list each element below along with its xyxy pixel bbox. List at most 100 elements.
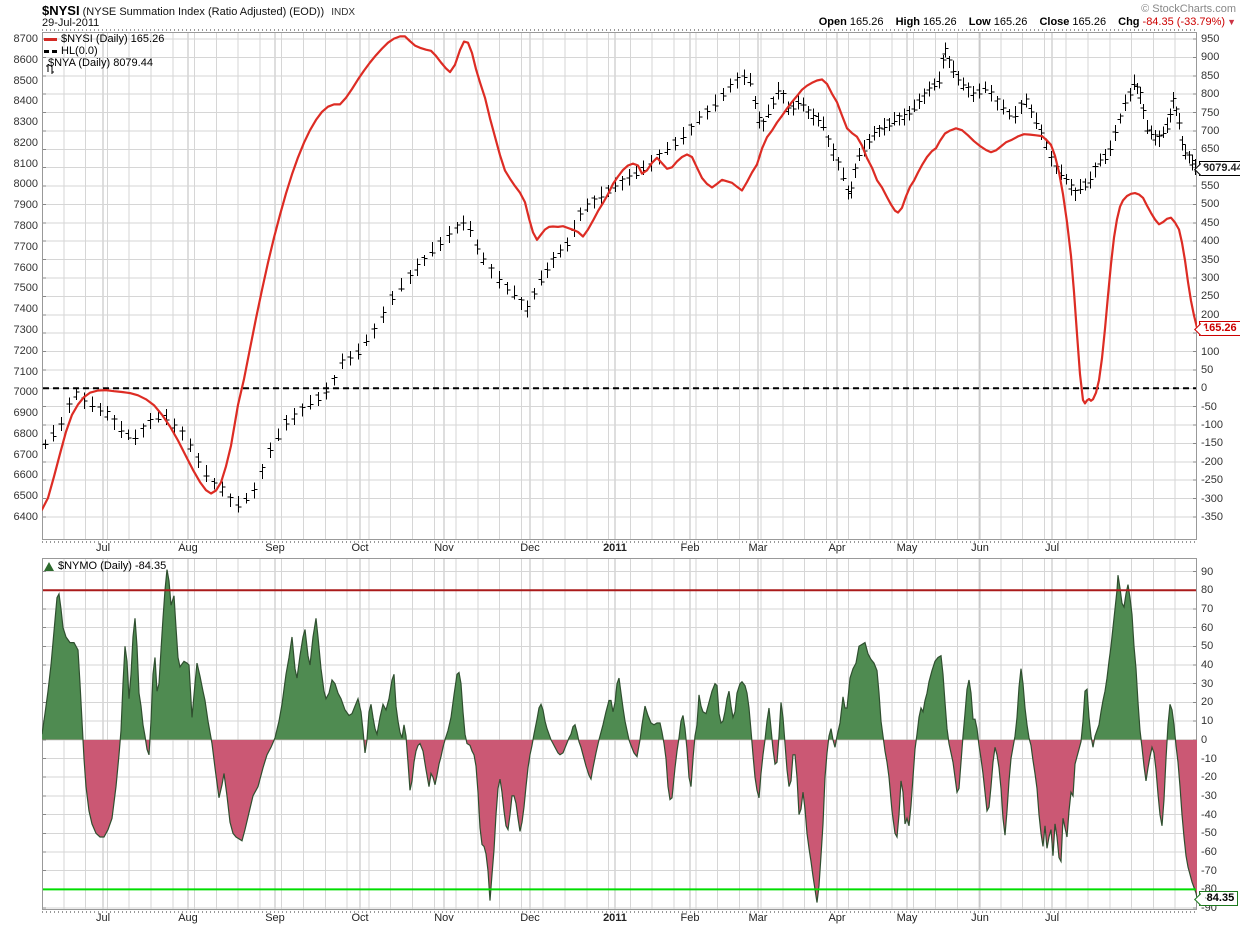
low-label: Low (968, 16, 991, 28)
right-axis-tick-label: 200 (1201, 309, 1220, 321)
high-value: 165.26 (923, 16, 957, 28)
oscillator-axis-tick-label: 20 (1201, 696, 1214, 708)
month-label-2011: 2011 (603, 542, 627, 554)
oscillator-axis-tick-label: 60 (1201, 622, 1214, 634)
right-axis-tick-label: -50 (1201, 401, 1217, 413)
left-axis-tick-label: 7500 (13, 282, 38, 294)
legend-nymo-label: $NYMO (Daily) -84.35 (58, 560, 167, 572)
legend-nya-label: $NYA (Daily) 8079.44 (48, 57, 153, 69)
left-axis-tick-label: 8000 (13, 178, 38, 190)
legend-hl: HL(0.0) (44, 45, 164, 57)
oscillator-axis-tick-label: 70 (1201, 603, 1214, 615)
nya-last-price-tag: 8079.44 (1194, 161, 1240, 176)
nymo-series-outline (42, 569, 1197, 903)
symbol-description: (NYSE Summation Index (Ratio Adjusted) (… (82, 6, 325, 18)
close-value: 165.26 (1072, 16, 1107, 28)
legend-nysi-label: $NYSI (Daily) 165.26 (61, 33, 165, 45)
left-axis-tick-label: 8400 (13, 95, 38, 107)
month-label-apr: Apr (828, 542, 846, 554)
right-axis-tick-label: 450 (1201, 217, 1220, 229)
left-axis-tick-label: 7300 (13, 324, 38, 336)
oscillator-axis-tick-label: 50 (1201, 640, 1214, 652)
left-axis-tick-label: 7900 (13, 199, 38, 211)
right-axis-tick-label: 500 (1201, 198, 1220, 210)
oscillator-axis-tick-label: -70 (1201, 865, 1217, 877)
right-axis-tick-label: 650 (1201, 143, 1220, 155)
month-label-feb: Feb (680, 912, 700, 924)
nya-last-price: 8079.44 (1203, 162, 1240, 174)
nymo-last-price: -84.35 (1203, 892, 1235, 904)
left-axis-tick-label: 6600 (13, 469, 38, 481)
open-value: 165.26 (849, 16, 884, 28)
month-label-nov: Nov (434, 912, 454, 924)
month-label-feb: Feb (680, 542, 700, 554)
month-label-jul: Jul (95, 542, 111, 554)
nya-ohlc-bars (42, 42, 1197, 513)
month-label-jul: Jul (1044, 542, 1060, 554)
month-label-aug: Aug (178, 912, 198, 924)
close-label: Close (1039, 16, 1070, 28)
left-axis-tick-label: 7400 (13, 303, 38, 315)
month-axis-bottom: Jul Aug Sep Oct Nov Dec 2011 Feb Mar Apr May Jun Jul (0, 912, 1240, 925)
right-axis-tick-label: 350 (1201, 254, 1220, 266)
left-axis-tick-label: 6700 (13, 449, 38, 461)
right-axis-tick-label: 800 (1201, 88, 1220, 100)
left-axis-tick-label: 8500 (13, 75, 38, 87)
right-axis-tick-label: 250 (1201, 290, 1220, 302)
right-axis-tick-label: -100 (1201, 419, 1224, 431)
left-axis-tick-label: 8200 (13, 137, 38, 149)
exchange-label: INDX (331, 7, 356, 18)
month-label-jul: Jul (1044, 912, 1060, 924)
oscillator-axis-tick-label: 40 (1201, 659, 1214, 671)
top-panel-upper-ticks (42, 29, 1197, 31)
legend-nysi: $NYSI (Daily) 165.26 (44, 33, 164, 45)
month-axis-top: Jul Aug Sep Oct Nov Dec 2011 Feb Mar Apr May Jun Jul (0, 542, 1240, 555)
nysi-last-price: 165.26 (1203, 322, 1237, 334)
right-axis-tick-label: 300 (1201, 272, 1220, 284)
oscillator-axis-tick-label: -50 (1201, 827, 1217, 839)
nymo-area-positive (42, 569, 1197, 740)
left-axis-tick-label: 7000 (13, 386, 38, 398)
month-label-jun: Jun (971, 912, 989, 924)
oscillator-axis-tick-label: -20 (1201, 771, 1217, 783)
legend-nymo: $NYMO (Daily) -84.35 (44, 560, 166, 572)
right-axis-tick-label: 850 (1201, 70, 1220, 82)
month-label-2011: 2011 (603, 912, 627, 924)
left-axis-tick-label: 6400 (13, 511, 38, 523)
oscillator-axis-tick-label: 80 (1201, 584, 1214, 596)
right-axis-tick-label: -300 (1201, 493, 1224, 505)
oscillator-axis-tick-label: -40 (1201, 809, 1217, 821)
stockcharts-copyright: © StockCharts.com (1141, 3, 1236, 15)
month-label-dec: Dec (520, 912, 540, 924)
right-axis-tick-label: 550 (1201, 180, 1220, 192)
nysi-nya-chart-panel (42, 32, 1197, 540)
oscillator-axis-tick-label: -60 (1201, 846, 1217, 858)
oscillator-axis-tick-label: 0 (1201, 734, 1208, 746)
right-axis-tick-label: 750 (1201, 107, 1220, 119)
left-axis-tick-label: 6500 (13, 490, 38, 502)
right-axis-tick-label: 100 (1201, 346, 1220, 358)
right-axis-tick-label: 400 (1201, 235, 1220, 247)
oscillator-axis-tick-label: -10 (1201, 753, 1217, 765)
hl-dashed-line-icon (44, 49, 57, 53)
open-label: Open (818, 16, 847, 28)
right-axis-tick-label: 700 (1201, 125, 1220, 137)
high-label: High (895, 16, 921, 28)
right-axis-tick-label: 900 (1201, 51, 1220, 63)
top-panel-lower-ticks (42, 541, 1197, 543)
month-label-may: May (896, 912, 918, 924)
month-label-sep: Sep (265, 542, 285, 554)
month-label-nov: Nov (434, 542, 454, 554)
left-axis-tick-label: 8700 (13, 33, 38, 45)
oscillator-axis-tick-label: 30 (1201, 678, 1214, 690)
left-axis-tick-label: 7600 (13, 262, 38, 274)
chg-down-triangle-icon: ▼ (1227, 17, 1236, 27)
right-axis-tick-label: -350 (1201, 511, 1224, 523)
month-label-oct: Oct (351, 912, 369, 924)
ohlc-quote-row: Open 165.26 High 165.26 Low 165.26 Close 165… (810, 16, 1236, 28)
chg-value: -84.35 (-33.79%) (1142, 16, 1226, 28)
left-axis-tick-label: 8600 (13, 54, 38, 66)
nysi-line-series (42, 35, 1197, 511)
oscillator-axis-tick-label: 90 (1201, 566, 1214, 578)
